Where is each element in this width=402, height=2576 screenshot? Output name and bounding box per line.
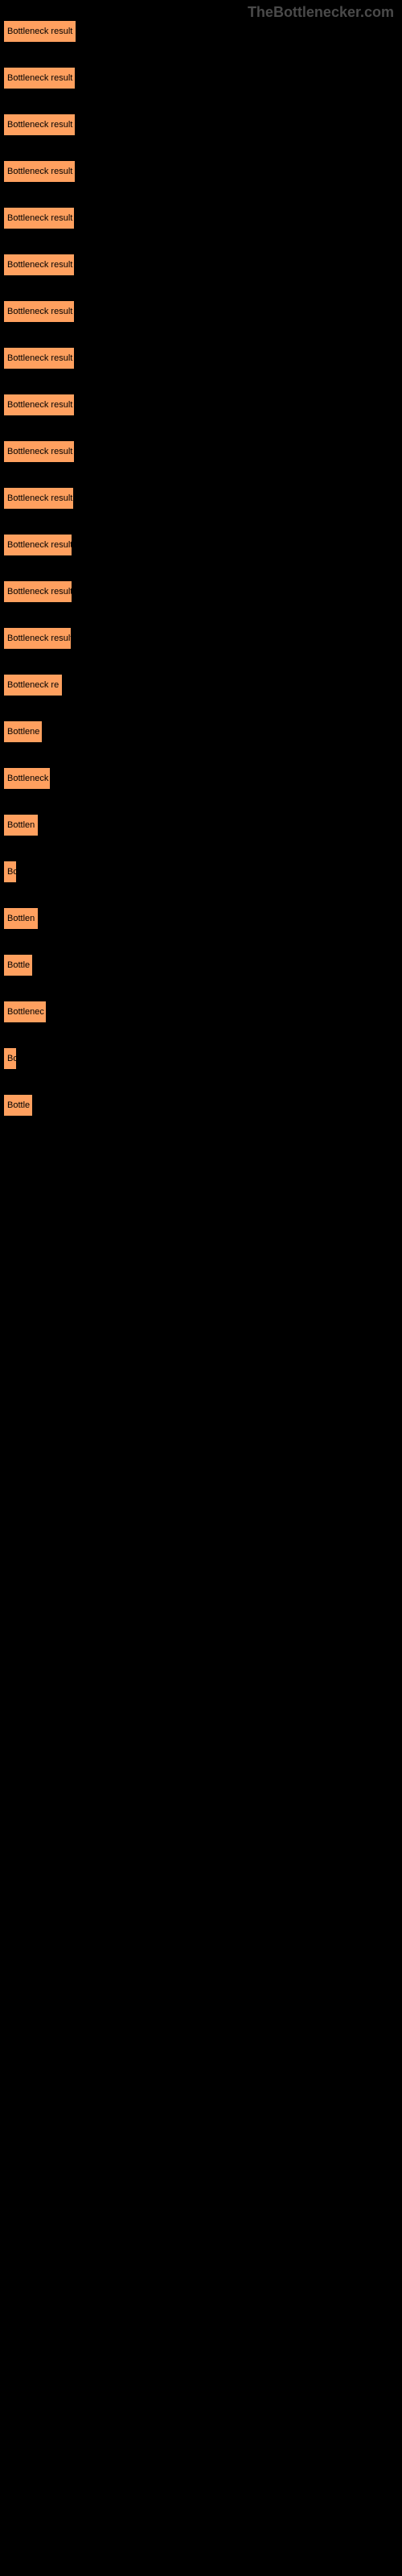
bar: Bottleneck result — [3, 440, 75, 463]
bar-label: Bottleneck result — [7, 307, 72, 316]
bar: Bottlen — [3, 907, 39, 930]
bar-row: Bottle — [3, 954, 399, 976]
bar-label: Bottleneck result — [7, 167, 72, 176]
watermark-text: TheBottlenecker.com — [248, 4, 394, 21]
bar-row: Bottleneck result — [3, 114, 399, 136]
bar-label: Bottleneck result — [7, 447, 72, 456]
bar-row: Bottleneck result — [3, 627, 399, 650]
bar-row: Bottleneck result — [3, 207, 399, 229]
chart-container: Bottleneck result Bottleneck result Bottle… — [0, 0, 402, 1173]
bars-container: Bottleneck result Bottleneck result Bottle… — [3, 20, 399, 1117]
bar-row: Bottleneck result — [3, 347, 399, 369]
bar-row: Bottleneck re — [3, 674, 399, 696]
bar-label: Bottleneck result — [7, 540, 72, 550]
bar-row: Bottlenec — [3, 1001, 399, 1023]
bar-label: Bottleneck result — [7, 353, 72, 363]
bar-row: Bottleneck result — [3, 67, 399, 89]
bar-label: Bottleneck — [7, 774, 48, 783]
bar-row: Bottleneck result — [3, 534, 399, 556]
bar: Bottlenec — [3, 1001, 47, 1023]
bar: Bo — [3, 861, 17, 883]
bar-label: Bottleneck result — [7, 587, 72, 597]
bar-label: Bottlen — [7, 914, 35, 923]
bar-label: Bottleneck result — [7, 260, 72, 270]
bar: Bottleneck result — [3, 114, 76, 136]
bar-label: Bottleneck result — [7, 213, 72, 223]
bar: Bottleneck result — [3, 300, 75, 323]
bar-row: Bottlen — [3, 814, 399, 836]
bar: Bottleneck result — [3, 160, 76, 183]
bar: Bottleneck result — [3, 487, 74, 510]
bar: Bottleneck result — [3, 207, 75, 229]
bar: Bottleneck result — [3, 347, 75, 369]
bar: Bottleneck result — [3, 534, 72, 556]
bar-label: Bottleneck result — [7, 493, 72, 503]
bar: Bottleneck re — [3, 674, 63, 696]
bar-label: Bo — [7, 867, 17, 877]
bar-row: Bottleneck result — [3, 300, 399, 323]
bar: Bottleneck result — [3, 67, 76, 89]
bar-row: Bottleneck result — [3, 20, 399, 43]
bar-label: Bottlenec — [7, 1007, 44, 1017]
bar-row: Bo — [3, 861, 399, 883]
bar: Bottleneck result — [3, 580, 72, 603]
bar-row: Bottleneck result — [3, 580, 399, 603]
bar: Bottlen — [3, 814, 39, 836]
bar-row: Bottleneck result — [3, 440, 399, 463]
bar-label: Bottlen — [7, 820, 35, 830]
bar-label: Bottlene — [7, 727, 39, 737]
bar-label: Bottleneck re — [7, 680, 59, 690]
bar-row: Bo — [3, 1047, 399, 1070]
bar: Bottlene — [3, 720, 43, 743]
bar: Bottle — [3, 954, 33, 976]
bar-label: Bottleneck result — [7, 634, 72, 643]
bar: Bottleneck result — [3, 254, 75, 276]
bar-label: Bottle — [7, 960, 30, 970]
bar-row: Bottleneck result — [3, 160, 399, 183]
bar-label: Bottle — [7, 1100, 30, 1110]
bar-row: Bottleneck result — [3, 254, 399, 276]
bar-label: Bottleneck result — [7, 27, 72, 36]
bar: Bottleneck result — [3, 20, 76, 43]
bar-row: Bottleneck result — [3, 487, 399, 510]
bar: Bottleneck — [3, 767, 51, 790]
bar-row: Bottleneck — [3, 767, 399, 790]
bar: Bottle — [3, 1094, 33, 1117]
bar-label: Bottleneck result — [7, 400, 72, 410]
bar-row: Bottle — [3, 1094, 399, 1117]
bar: Bo — [3, 1047, 17, 1070]
bar-row: Bottleneck result — [3, 394, 399, 416]
bar: Bottleneck result — [3, 394, 75, 416]
bar-row: Bottlene — [3, 720, 399, 743]
bar-label: Bottleneck result — [7, 73, 72, 83]
bar-label: Bo — [7, 1054, 17, 1063]
bar-row: Bottlen — [3, 907, 399, 930]
bar-label: Bottleneck result — [7, 120, 72, 130]
bar: Bottleneck result — [3, 627, 72, 650]
